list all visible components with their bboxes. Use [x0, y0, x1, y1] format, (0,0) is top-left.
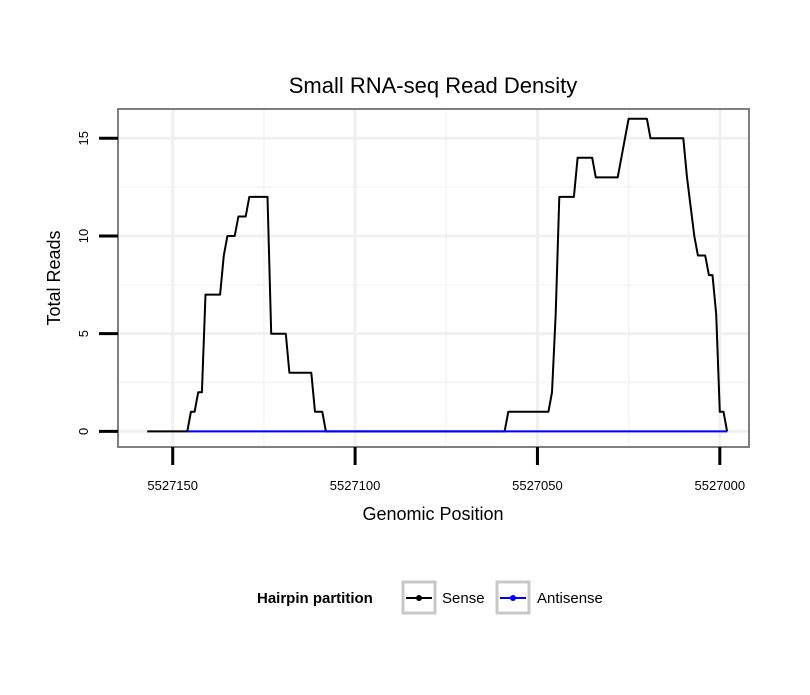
plot-border	[117, 108, 750, 448]
x-tick-label: 5527150	[147, 478, 198, 493]
x-tick-label: 5527100	[330, 478, 381, 493]
legend-item-sense: Sense	[401, 580, 485, 615]
y-tick-label: 10	[76, 229, 91, 243]
series-layer	[147, 117, 729, 433]
legend-label-antisense: Antisense	[537, 590, 603, 607]
legend: Hairpin partition Sense Antisense	[257, 580, 603, 615]
x-axis-ticks: 5527150 5527100 5527050 5527000	[147, 447, 745, 493]
legend-key-point	[416, 595, 422, 601]
y-axis-ticks: 0 5 10 15	[76, 131, 118, 435]
series-line-sense	[147, 117, 729, 433]
y-tick-label: 15	[76, 131, 91, 145]
legend-key-point	[510, 595, 516, 601]
y-tick-label: 5	[76, 330, 91, 337]
legend-title: Hairpin partition	[257, 590, 373, 607]
legend-label-sense: Sense	[442, 590, 485, 607]
y-axis-label: Total Reads	[44, 230, 64, 325]
x-tick-label: 5527000	[695, 478, 746, 493]
chart-title: Small RNA-seq Read Density	[289, 73, 578, 98]
x-axis-label: Genomic Position	[362, 504, 503, 524]
x-tick-label: 5527050	[512, 478, 563, 493]
legend-item-antisense: Antisense	[495, 580, 603, 615]
y-tick-label: 0	[76, 428, 91, 435]
